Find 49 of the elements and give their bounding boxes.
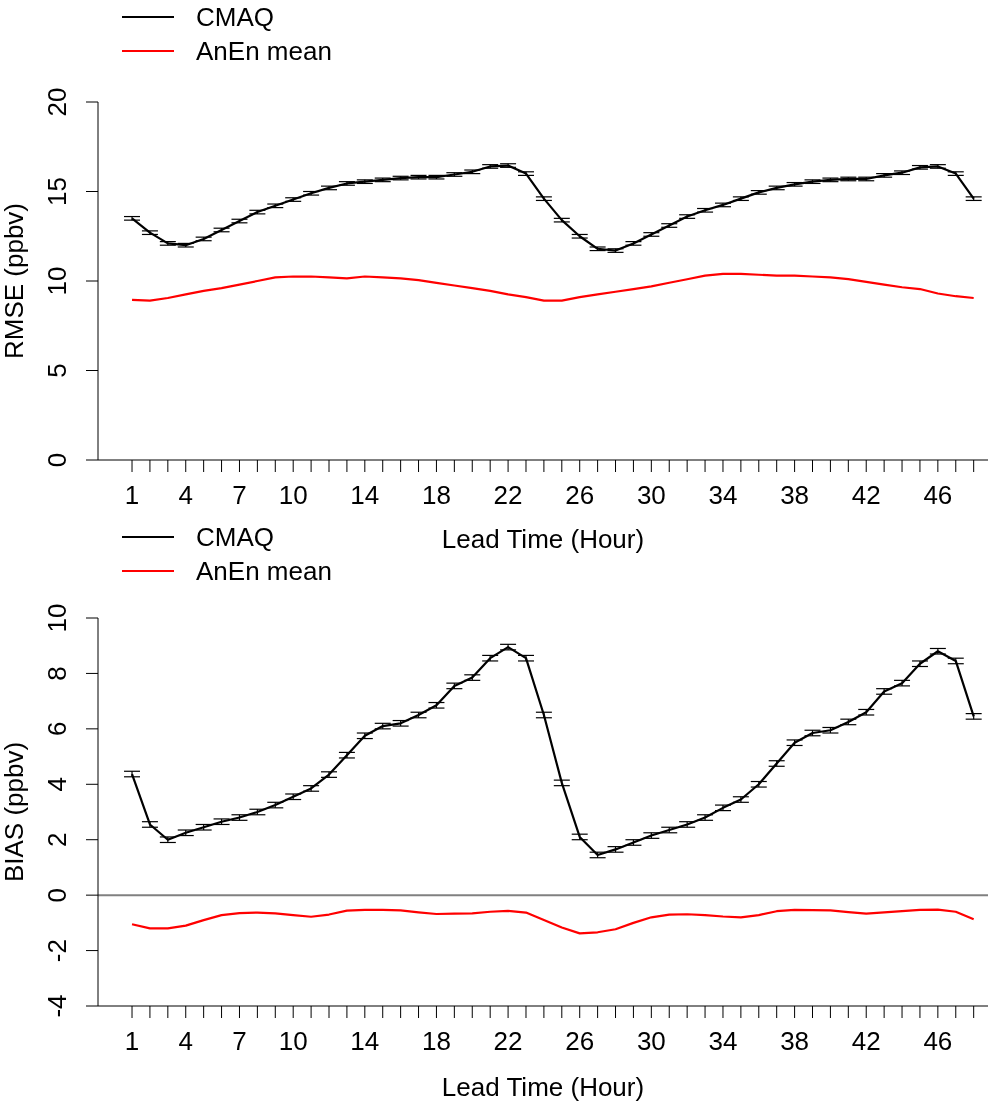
x-axis-title: Lead Time (Hour) bbox=[441, 1072, 645, 1102]
y-tick-label: 2 bbox=[42, 832, 72, 847]
legend-label: AnEn mean bbox=[196, 555, 332, 587]
x-tick-label: 18 bbox=[421, 480, 451, 510]
x-tick-label: 30 bbox=[636, 1026, 666, 1056]
x-tick-label: 34 bbox=[708, 480, 738, 510]
y-tick-label: 4 bbox=[42, 777, 72, 792]
x-tick-label: 1 bbox=[124, 1026, 140, 1056]
x-tick-label: 14 bbox=[350, 480, 380, 510]
y-tick-label: 15 bbox=[42, 177, 72, 206]
y-tick-label: 0 bbox=[42, 452, 72, 468]
y-axis-title: BIAS (ppbv) bbox=[0, 741, 30, 883]
x-axis-title: Lead Time (Hour) bbox=[441, 524, 645, 554]
x-tick-label: 22 bbox=[493, 480, 523, 510]
y-tick-label: 0 bbox=[42, 887, 72, 903]
x-tick-label: 26 bbox=[565, 1026, 595, 1056]
y-tick-label: 10 bbox=[42, 603, 72, 633]
y-tick-label: 20 bbox=[42, 87, 72, 117]
x-tick-label: 38 bbox=[780, 1026, 810, 1056]
x-tick-label: 1 bbox=[124, 480, 140, 510]
x-tick-label: 7 bbox=[232, 1026, 247, 1056]
line-series bbox=[130, 908, 975, 935]
x-tick-label: 4 bbox=[178, 1026, 193, 1056]
x-tick-label: 26 bbox=[565, 480, 595, 510]
x-tick-label: 22 bbox=[493, 1026, 523, 1056]
y-tick-label: -4 bbox=[42, 994, 72, 1018]
y-axis-title: RMSE (ppbv) bbox=[0, 202, 30, 360]
legend-label: CMAQ bbox=[196, 521, 274, 553]
legend-label: AnEn mean bbox=[196, 35, 332, 67]
x-tick-label: 30 bbox=[636, 480, 666, 510]
y-tick-label: -2 bbox=[42, 939, 72, 963]
y-tick-label: 8 bbox=[42, 666, 72, 681]
x-tick-label: 46 bbox=[923, 480, 953, 510]
y-tick-label: 6 bbox=[42, 721, 72, 737]
x-tick-label: 4 bbox=[178, 480, 193, 510]
x-tick-label: 14 bbox=[350, 1026, 380, 1056]
x-tick-label: 38 bbox=[780, 480, 810, 510]
y-tick-label: 5 bbox=[42, 363, 72, 378]
line-series bbox=[130, 272, 975, 302]
x-tick-label: 10 bbox=[278, 1026, 308, 1056]
x-tick-label: 46 bbox=[923, 1026, 953, 1056]
x-tick-label: 7 bbox=[232, 480, 247, 510]
y-tick-label: 10 bbox=[42, 266, 72, 296]
x-tick-label: 10 bbox=[278, 480, 308, 510]
x-tick-label: 18 bbox=[421, 1026, 451, 1056]
x-tick-label: 42 bbox=[851, 480, 881, 510]
x-tick-label: 34 bbox=[708, 1026, 738, 1056]
x-tick-label: 42 bbox=[851, 1026, 881, 1056]
legend-label: CMAQ bbox=[196, 1, 274, 33]
